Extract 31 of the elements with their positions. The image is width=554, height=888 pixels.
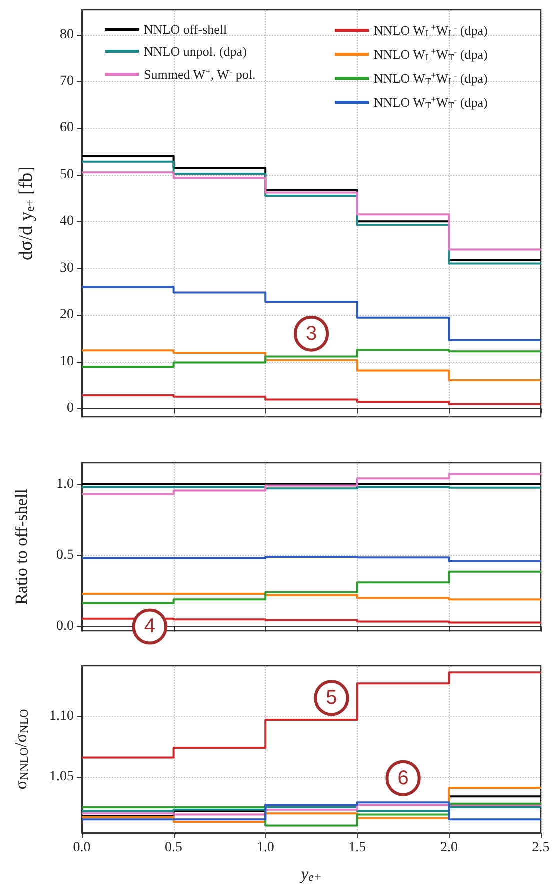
x-axis-title: ye+	[299, 864, 322, 884]
legend-label: NNLO off-shell	[144, 22, 228, 37]
annotation: 5	[326, 687, 338, 710]
y-tick-label: 50	[60, 167, 74, 182]
x-tick-label: 0.5	[165, 840, 183, 856]
y-tick-label: 1.10	[50, 708, 74, 724]
annotation: 4	[144, 616, 156, 638]
y-tick-label: 40	[60, 214, 74, 230]
y-tick-label: 30	[60, 260, 74, 276]
annotation: 3	[306, 322, 318, 345]
x-tick-label: 2.0	[440, 840, 458, 856]
y-tick-label: 60	[60, 120, 74, 136]
y-tick-label: 1.0	[56, 476, 74, 492]
y-tick-label: 0.5	[56, 548, 74, 564]
y-tick-label: 0	[67, 401, 74, 416]
legend-label: Summed W+, W- pol.	[144, 66, 256, 82]
legend-label: NNLO unpol. (dpa)	[144, 44, 247, 59]
y-tick-label: 80	[60, 27, 74, 42]
x-tick-label: 0.0	[73, 840, 91, 856]
x-tick-label: 2.5	[532, 840, 550, 856]
y-axis-title: dσ/d ye+ [fb]	[16, 166, 37, 260]
y-tick-label: 10	[60, 354, 74, 370]
y-tick-label: 70	[60, 74, 74, 89]
y-tick-label: 1.05	[50, 770, 74, 785]
y-tick-label: 0.0	[56, 619, 74, 634]
y-axis-title: Ratio to off-shell	[12, 488, 31, 605]
y-axis-title: σNNLO/σNLO	[12, 708, 31, 790]
annotation: 6	[398, 767, 409, 790]
y-tick-label: 20	[60, 308, 74, 323]
x-tick-label: 1.5	[348, 840, 366, 856]
x-tick-label: 1.0	[256, 840, 274, 856]
